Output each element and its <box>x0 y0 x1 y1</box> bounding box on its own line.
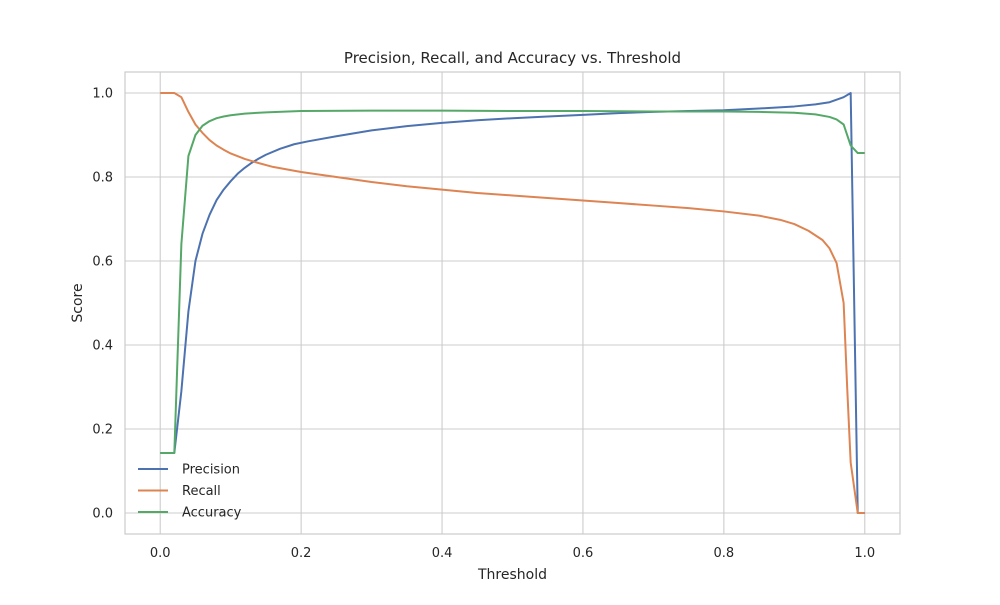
y-tick-label: 0.2 <box>92 423 113 438</box>
x-tick-label: 0.8 <box>714 546 735 561</box>
y-tick-label: 0.0 <box>92 507 113 522</box>
y-axis-title: Score <box>70 283 86 322</box>
plot-area <box>125 72 900 534</box>
y-tick-label: 0.8 <box>92 171 113 186</box>
series-line-recall <box>160 92 865 514</box>
legend-label-precision: Precision <box>182 463 240 478</box>
legend: Precision Recall Accuracy <box>138 463 242 521</box>
y-tick-label: 0.6 <box>92 255 113 270</box>
y-tick-label: 0.4 <box>92 339 113 354</box>
tick-labels: 0.0 0.2 0.4 0.6 0.8 1.0 0.0 0.2 0.4 0.6 0.8 1.0 <box>92 87 875 562</box>
chart-title: Precision, Recall, and Accuracy vs. Thre… <box>344 49 681 67</box>
x-tick-label: 0.6 <box>573 546 594 561</box>
x-tick-label: 0.0 <box>150 546 171 561</box>
x-tick-label: 1.0 <box>854 546 875 561</box>
series-lines <box>160 92 865 514</box>
plot-frame <box>124 71 901 535</box>
grid-lines <box>125 72 900 534</box>
x-tick-label: 0.2 <box>291 546 312 561</box>
series-line-accuracy <box>160 109 865 454</box>
series-line-precision <box>160 92 865 514</box>
legend-label-recall: Recall <box>182 484 221 499</box>
x-axis-title: Threshold <box>477 567 547 583</box>
x-tick-label: 0.4 <box>432 546 453 561</box>
legend-label-accuracy: Accuracy <box>182 506 242 521</box>
y-tick-label: 1.0 <box>92 87 113 102</box>
